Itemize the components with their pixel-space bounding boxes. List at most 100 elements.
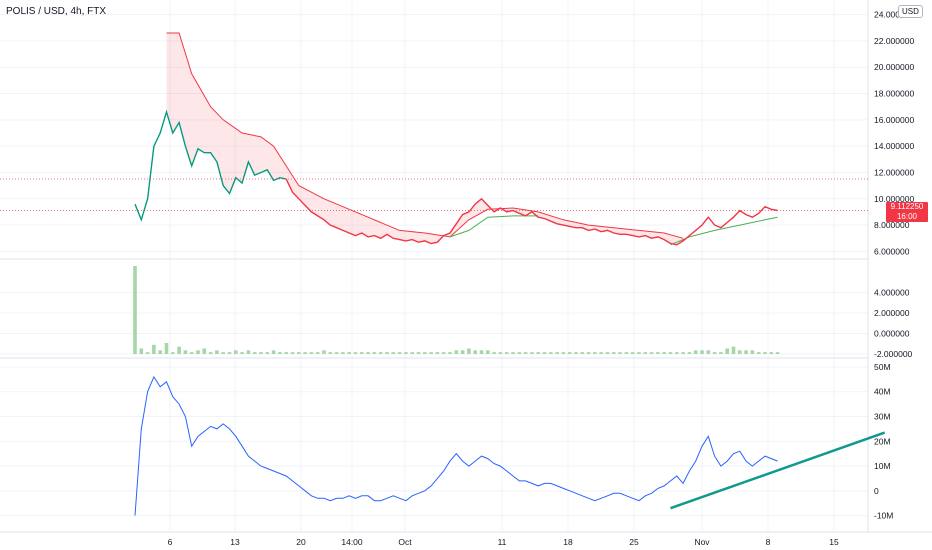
volume-bar (429, 352, 433, 354)
volume-bar (158, 350, 162, 354)
volume-bar (662, 352, 666, 354)
trendline (670, 431, 886, 510)
volume-bar (385, 352, 389, 354)
volume-bar (523, 352, 528, 354)
time-tick-label: 13 (230, 537, 240, 547)
volume-bar (397, 352, 402, 354)
volume-bar (574, 352, 578, 354)
volume-bar (775, 352, 780, 354)
volume-bar (643, 352, 648, 354)
time-tick-label: Oct (398, 537, 412, 547)
volume-bar (246, 350, 251, 354)
volume-bar (593, 352, 597, 354)
volume-bar (372, 352, 377, 354)
volume-bar (366, 352, 370, 354)
volume-bar (334, 352, 339, 354)
volume-bar (492, 352, 496, 354)
volume-bar (271, 350, 276, 354)
time-tick-label: 11 (498, 537, 507, 547)
volume-bar (309, 352, 314, 354)
volume-bar (284, 352, 288, 354)
volume-tick-label: 0.000000 (874, 329, 910, 339)
last-price-label: 9.112250 16:00 (886, 202, 928, 222)
chart-title: POLIS / USD, 4h, FTX (6, 6, 107, 17)
price-tick-label: 20.000000 (874, 62, 914, 72)
volume-bar (511, 352, 515, 354)
volume-bar (441, 352, 446, 354)
volume-bar (227, 352, 232, 354)
volume-bar (656, 352, 660, 354)
volume-bar (315, 352, 320, 354)
time-tick-label: 20 (296, 537, 306, 547)
volume-bar (240, 352, 244, 354)
volume-bar (712, 352, 717, 354)
indicator-tick-label: 10M (874, 461, 891, 471)
price-line-up (134, 109, 287, 222)
last-price-value: 9.112250 (890, 202, 924, 211)
volume-bar (605, 352, 610, 354)
price-tick-label: 22.000000 (874, 36, 914, 46)
support-line (449, 215, 539, 238)
volume-bar (404, 352, 408, 354)
volume-bar (416, 352, 421, 354)
volume-bar (700, 350, 704, 354)
volume-bar (139, 348, 144, 354)
bar-countdown: 16:00 (896, 212, 918, 221)
volume-tick-label: 2.000000 (874, 308, 910, 318)
volume-bar (738, 350, 742, 354)
price-tick-label: 14.000000 (874, 141, 914, 151)
indicator-tick-label: 40M (874, 387, 891, 397)
volume-bar (637, 352, 641, 354)
volume-bar (152, 344, 156, 354)
volume-bar (189, 352, 194, 354)
volume-bar (234, 350, 238, 354)
volume-bar (561, 352, 566, 354)
volume-bar (353, 352, 358, 354)
volume-bar (448, 352, 452, 354)
volume-bar (719, 352, 723, 354)
volume-bar (763, 352, 767, 354)
volume-bar (681, 352, 685, 354)
indicator-tick-label: 0 (874, 486, 879, 496)
volume-bar (221, 352, 225, 354)
price-tick-label: 8.000000 (874, 220, 910, 230)
time-tick-label: 25 (629, 537, 639, 547)
volume-tick-label: -2.000000 (874, 349, 913, 359)
time-tick-label: 6 (168, 537, 173, 547)
price-tick-label: 6.000000 (874, 246, 910, 256)
price-tick-label: 24.000000 (874, 10, 914, 20)
volume-bar (750, 350, 755, 354)
volume-bar (328, 352, 333, 354)
volume-bar (347, 352, 351, 354)
volume-bar (555, 352, 559, 354)
volume-bar (360, 352, 364, 354)
volume-bar (435, 352, 440, 354)
volume-bar (649, 352, 654, 354)
indicator-tick-label: 20M (874, 436, 891, 446)
volume-bar (252, 352, 257, 354)
support-line (670, 216, 778, 246)
indicator-tick-label: 30M (874, 412, 891, 422)
volume-bar (744, 350, 748, 354)
time-tick-label: Nov (694, 537, 710, 547)
volume-bar (454, 350, 459, 354)
volume-bar (290, 352, 295, 354)
volume-bar (297, 352, 301, 354)
volume-bar (473, 350, 477, 354)
volume-bar (171, 352, 175, 354)
volume-bar (675, 352, 679, 354)
indicator-tick-label: 50M (874, 362, 891, 372)
volume-bar (479, 350, 484, 354)
indicator-line (134, 375, 778, 516)
volume-bar (183, 350, 188, 354)
volume-bar (423, 352, 427, 354)
currency-button[interactable]: USD (898, 5, 923, 18)
volume-bar (536, 352, 540, 354)
time-tick-label: 15 (829, 537, 839, 547)
volume-bar (580, 352, 585, 354)
volume-bar (549, 352, 553, 354)
volume-bar (630, 352, 635, 354)
volume-bar (410, 352, 414, 354)
volume-bar (322, 350, 326, 354)
